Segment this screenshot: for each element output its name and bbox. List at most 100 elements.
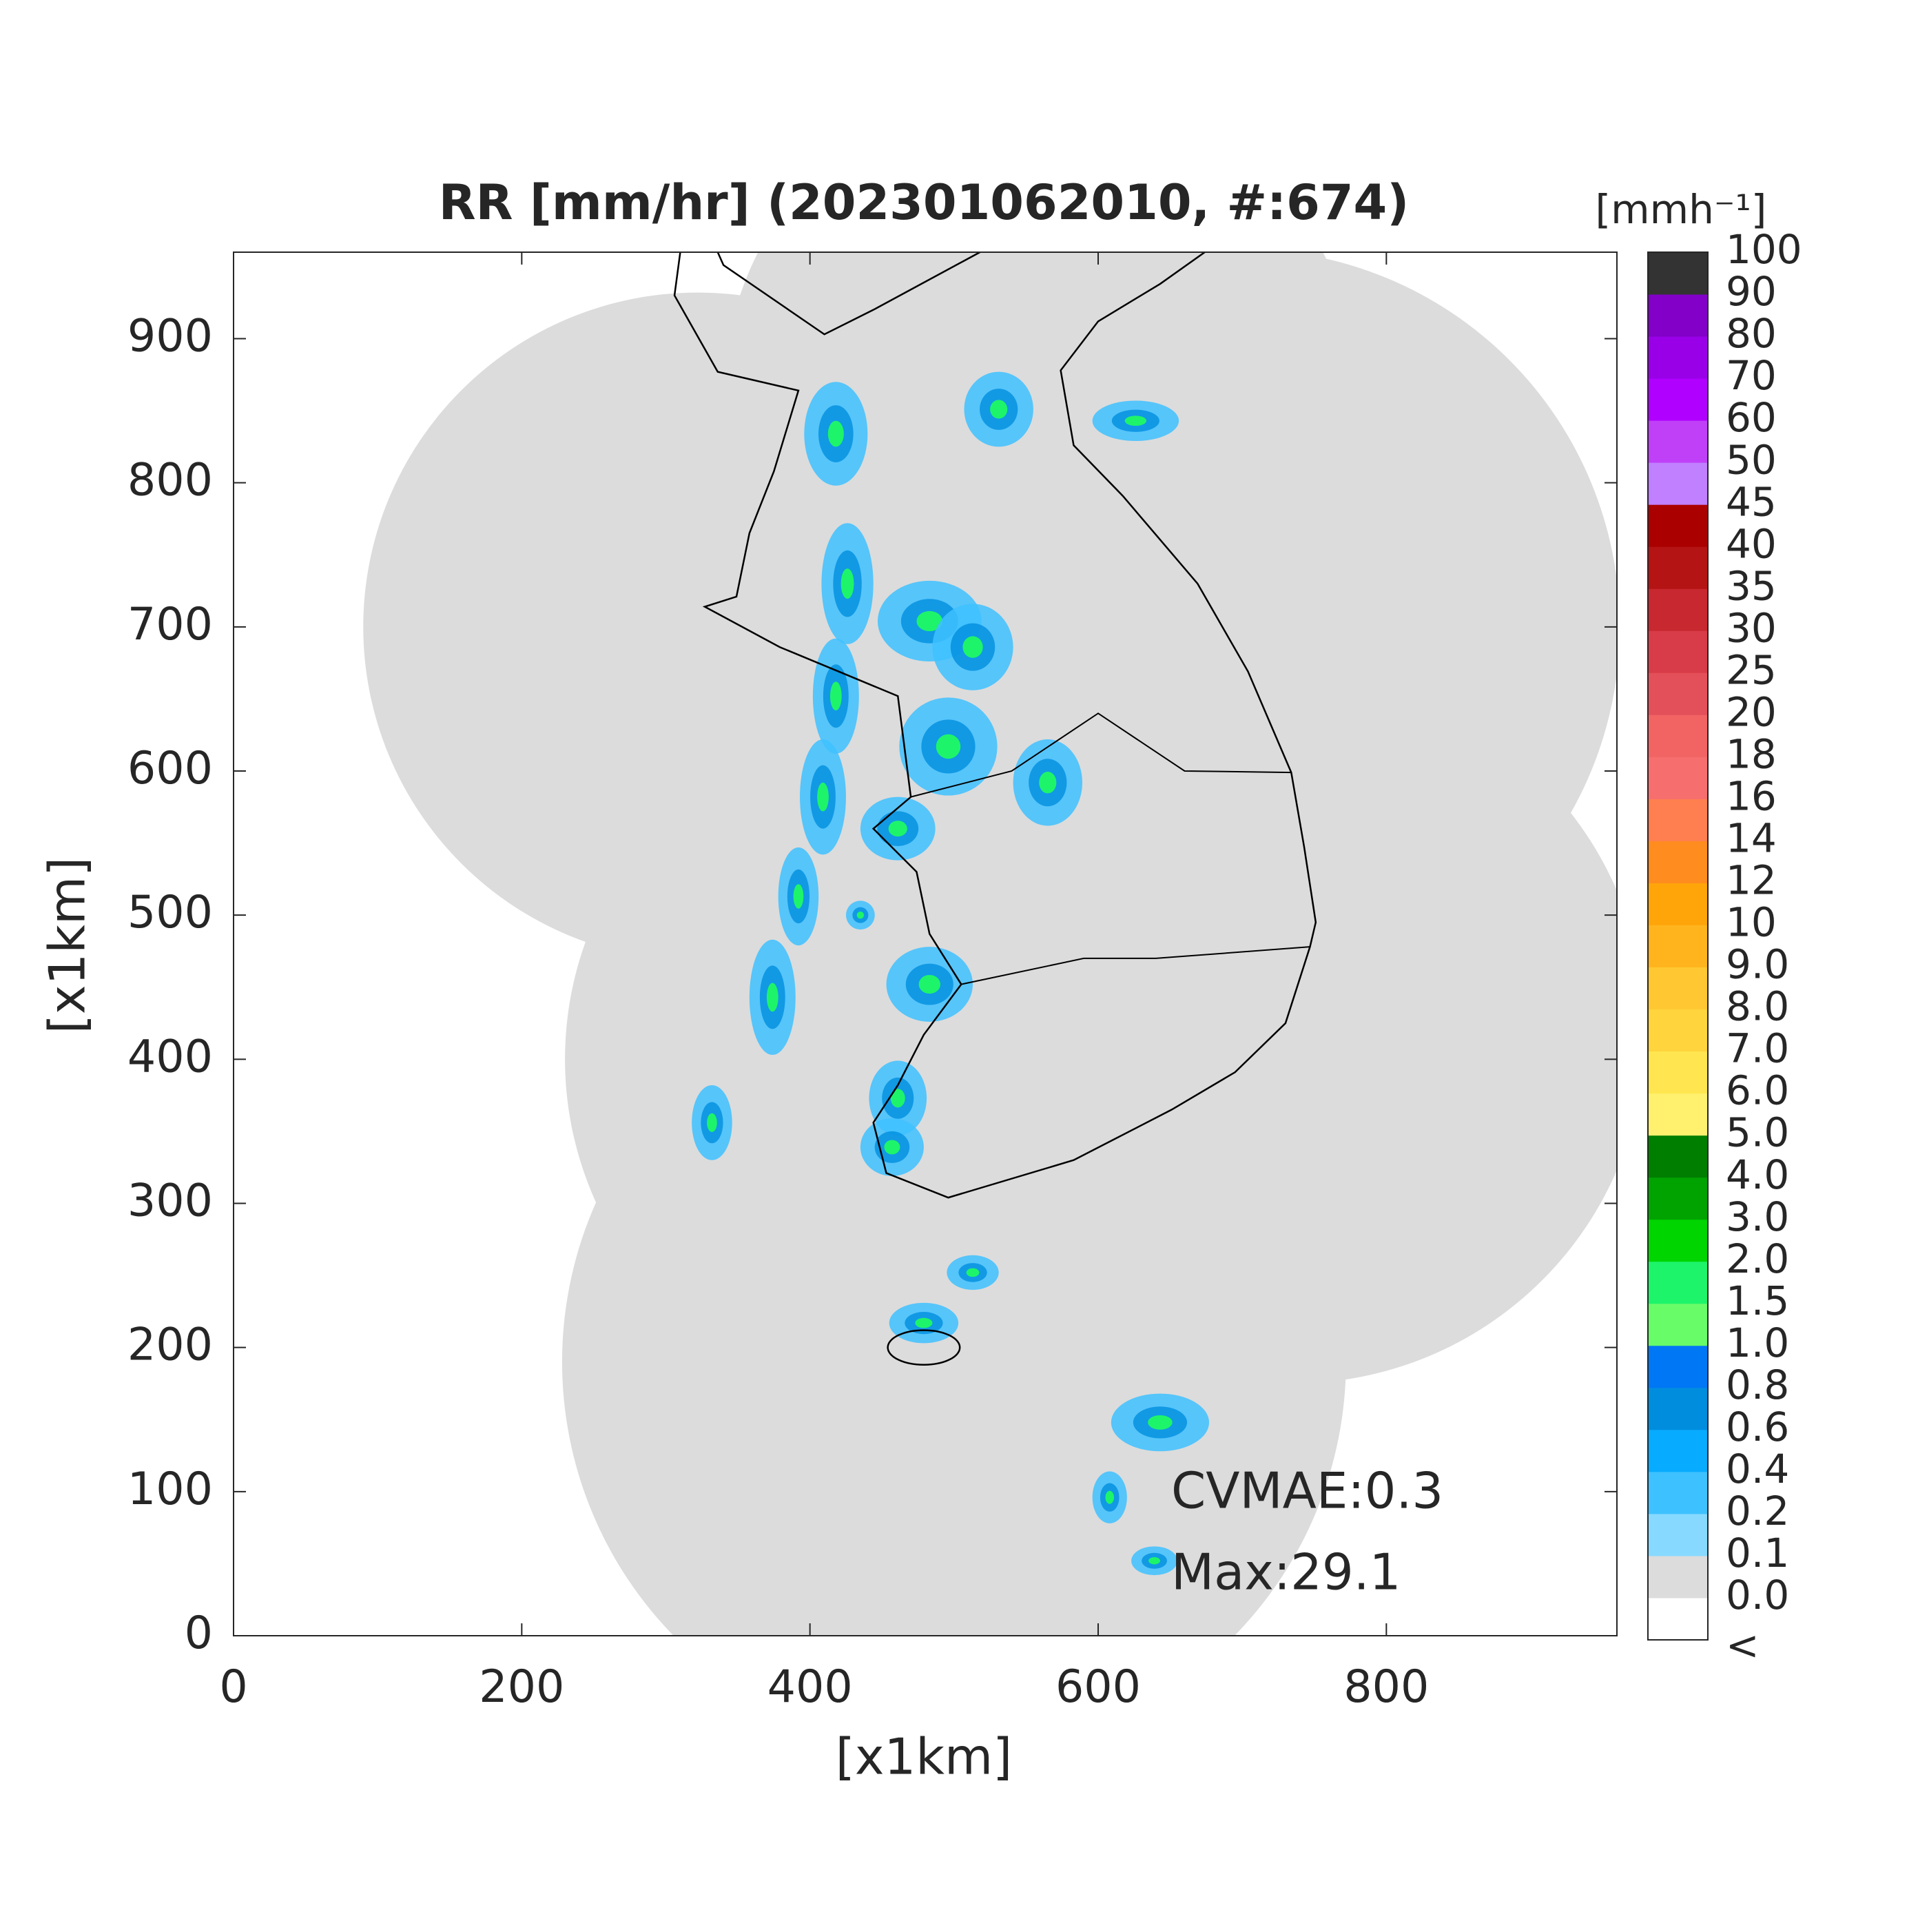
echo-heavy (918, 974, 940, 994)
x-tick-label: 200 (479, 1661, 564, 1713)
colorbar-segment (1648, 1177, 1708, 1220)
colorbar-label: 0.0 (1726, 1572, 1789, 1618)
colorbar-segment (1648, 1555, 1708, 1599)
colorbar-segment (1648, 1471, 1708, 1514)
colorbar-label: 30 (1726, 604, 1777, 651)
colorbar-label: 10 (1726, 899, 1777, 946)
colorbar-segment (1648, 378, 1708, 421)
y-tick-label: 0 (185, 1607, 213, 1659)
colorbar-segment (1648, 672, 1708, 715)
colorbar-segment (1648, 1135, 1708, 1178)
colorbar-label: 45 (1726, 478, 1777, 525)
colorbar-label: < (1726, 1622, 1760, 1669)
echo-heavy (793, 884, 804, 909)
colorbar-label: 8.0 (1726, 983, 1789, 1030)
colorbar-label: 9.0 (1726, 941, 1789, 988)
colorbar-segment (1648, 504, 1708, 547)
colorbar-label: 50 (1726, 436, 1777, 483)
colorbar-label: 5.0 (1726, 1109, 1789, 1156)
echo-heavy (840, 568, 854, 599)
x-tick-label: 600 (1055, 1661, 1141, 1713)
x-tick-label: 800 (1343, 1661, 1429, 1713)
colorbar-segment (1648, 1303, 1708, 1346)
colorbar-segment (1648, 294, 1708, 337)
x-axis-label: [x1km] (836, 1728, 1012, 1786)
echo-heavy (916, 610, 943, 632)
echo-heavy (990, 400, 1008, 419)
colorbar-label: 25 (1726, 646, 1777, 693)
colorbar-label: 60 (1726, 394, 1777, 441)
colorbar-label: 0.1 (1726, 1530, 1789, 1576)
coastline (673, 252, 1317, 1199)
colorbar-frame (1647, 251, 1709, 1641)
y-tick-label: 700 (127, 599, 213, 650)
colorbar-label: 7.0 (1726, 1025, 1789, 1072)
echo-heavy (966, 1268, 980, 1277)
colorbar-label: 100 (1726, 226, 1802, 273)
echo-heavy (1039, 772, 1057, 794)
colorbar-segment (1648, 588, 1708, 631)
echo-heavy (827, 420, 844, 447)
colorbar-segment (1648, 1597, 1708, 1641)
colorbar-label: 1.0 (1726, 1319, 1789, 1366)
y-tick-label: 600 (127, 743, 213, 794)
colorbar-segment (1648, 1009, 1708, 1052)
plot-frame (233, 251, 1618, 1636)
x-tick-label: 400 (767, 1661, 853, 1713)
y-tick-label: 300 (127, 1175, 213, 1227)
province-border (961, 946, 1310, 985)
colorbar-label: 0.8 (1726, 1361, 1789, 1408)
echo-heavy (936, 734, 961, 759)
colorbar-segment (1648, 630, 1708, 673)
colorbar-label: 0.4 (1726, 1446, 1789, 1492)
colorbar-label: 6.0 (1726, 1067, 1789, 1114)
colorbar-label: 12 (1726, 857, 1777, 904)
colorbar-segment (1648, 841, 1708, 883)
echo-heavy (856, 911, 865, 919)
colorbar-label: 0.6 (1726, 1404, 1789, 1450)
colorbar-label: 18 (1726, 730, 1777, 777)
colorbar-segment (1648, 967, 1708, 1010)
x-tick-label: 0 (219, 1661, 247, 1713)
annotation: CVMAE:0.3 (1171, 1462, 1443, 1520)
colorbar-label: 4.0 (1726, 1151, 1789, 1198)
echo-heavy (829, 681, 842, 711)
colorbar-segment (1648, 1093, 1708, 1136)
y-tick-label: 100 (127, 1463, 213, 1515)
colorbar-segment (1648, 1513, 1708, 1556)
colorbar-segment (1648, 252, 1708, 295)
colorbar-segment (1648, 1387, 1708, 1430)
map-area (363, 252, 1617, 1636)
border (716, 252, 981, 336)
echo-heavy (1105, 1490, 1115, 1504)
colorbar-segment (1648, 546, 1708, 589)
colorbar-segment (1648, 462, 1708, 505)
colorbar-segment (1648, 715, 1708, 757)
echo-heavy (766, 983, 778, 1012)
echo-heavy (962, 636, 983, 658)
colorbar-segment (1648, 1345, 1708, 1388)
colorbar-segment (1648, 883, 1708, 925)
colorbar-label: 0.2 (1726, 1488, 1789, 1534)
colorbar-label: 40 (1726, 520, 1777, 567)
colorbar-label: 14 (1726, 815, 1777, 862)
colorbar-label: 35 (1726, 562, 1777, 609)
colorbar-label: 20 (1726, 688, 1777, 735)
echo-heavy (707, 1113, 717, 1132)
colorbar-segment (1648, 1051, 1708, 1094)
province-border (910, 712, 1292, 798)
y-tick-label: 500 (127, 887, 213, 938)
y-tick-label: 900 (127, 311, 213, 362)
colorbar-label: 90 (1726, 268, 1777, 315)
colorbar-segment (1648, 925, 1708, 968)
echo-heavy (1148, 1557, 1160, 1565)
colorbar-segment (1648, 757, 1708, 799)
annotation: Max:29.1 (1171, 1543, 1401, 1601)
chart-title: RR [mm/hr] (202301062010, #:674) (439, 174, 1410, 231)
colorbar-segment (1648, 1219, 1708, 1262)
radar-coverage (562, 969, 1346, 1636)
y-tick-label: 800 (127, 455, 213, 506)
y-tick-label: 400 (127, 1031, 213, 1082)
colorbar-segment (1648, 799, 1708, 841)
